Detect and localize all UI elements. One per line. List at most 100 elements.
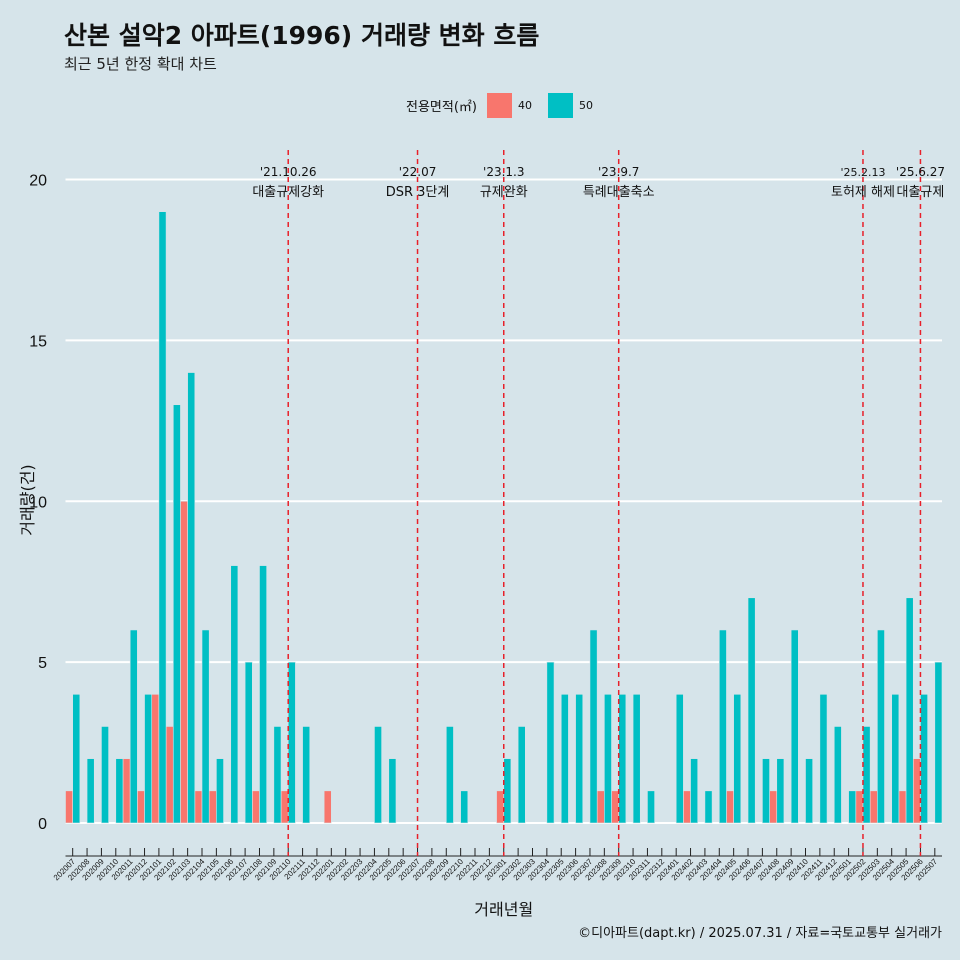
bar xyxy=(790,629,799,824)
bar xyxy=(675,693,684,824)
bar xyxy=(776,758,785,824)
bar xyxy=(647,790,655,824)
bar xyxy=(769,790,778,824)
legend-key-40 xyxy=(486,93,512,118)
bar xyxy=(388,758,397,824)
bar xyxy=(194,790,203,824)
chart-subtitle: 최근 5년 한정 확대 차트 xyxy=(64,55,217,73)
bar xyxy=(259,565,267,824)
y-tick-label: 15 xyxy=(29,333,47,350)
bar xyxy=(718,629,727,824)
legend-label-50: 50 xyxy=(578,99,593,112)
bar xyxy=(848,790,857,824)
bar xyxy=(496,790,505,824)
bar xyxy=(611,790,620,824)
event-date: '25.6.27 xyxy=(896,165,945,179)
event-label: 대출규제강화 xyxy=(252,185,324,200)
bar xyxy=(704,790,713,824)
bar xyxy=(230,565,239,824)
bar xyxy=(862,726,871,824)
event-date: '23.9.7 xyxy=(598,165,639,179)
bar xyxy=(747,597,756,824)
bar xyxy=(244,661,253,824)
bar xyxy=(208,790,217,824)
event-date: '23.1.3 xyxy=(483,165,524,179)
bar xyxy=(115,758,124,824)
event-label: 규제완화 xyxy=(480,185,528,200)
bar xyxy=(137,790,145,824)
bar xyxy=(323,790,332,824)
bar xyxy=(762,758,770,824)
bar xyxy=(445,726,454,824)
bar xyxy=(144,693,153,824)
event-label: 토허제 해제 xyxy=(831,185,895,200)
bar xyxy=(503,758,512,824)
legend: 전용면적(㎡) 40 50 xyxy=(406,93,609,118)
bar xyxy=(912,758,921,824)
bar xyxy=(833,726,842,824)
bar xyxy=(180,500,188,824)
bar xyxy=(905,597,914,824)
bar xyxy=(201,629,210,824)
bar xyxy=(101,726,109,824)
bar xyxy=(251,790,260,824)
bar xyxy=(560,693,569,824)
bar xyxy=(460,790,469,824)
bar xyxy=(733,693,742,824)
bar xyxy=(805,758,813,824)
y-tick-label: 10 xyxy=(29,494,47,511)
x-axis-title: 거래년월 xyxy=(474,900,533,919)
bar xyxy=(589,629,598,824)
bar xyxy=(517,726,526,824)
legend-label-40: 40 xyxy=(517,99,532,112)
bar xyxy=(618,693,627,824)
legend-title: 전용면적(㎡) xyxy=(406,100,477,115)
source-caption: ©디아파트(dapt.kr) / 2025.07.31 / 자료=국토교통부 실… xyxy=(578,926,942,941)
bar xyxy=(891,693,900,824)
bar xyxy=(165,726,174,824)
event-date: '25.2.13 xyxy=(840,166,885,179)
bar xyxy=(869,790,878,824)
bar xyxy=(273,726,282,824)
event-label: DSR 3단계 xyxy=(386,185,450,200)
bar xyxy=(158,211,167,824)
bar xyxy=(934,661,943,824)
bar xyxy=(287,661,296,824)
bar xyxy=(65,790,73,824)
bar xyxy=(187,372,196,824)
bar xyxy=(216,758,224,824)
y-tick-label: 5 xyxy=(38,655,47,672)
bar xyxy=(374,726,382,824)
bar xyxy=(302,726,311,824)
bar xyxy=(86,758,95,824)
legend-key-50 xyxy=(547,93,573,118)
bar xyxy=(819,693,828,824)
event-label: 대출규제 xyxy=(897,185,945,200)
bar xyxy=(596,790,605,824)
bar xyxy=(172,404,181,824)
bar xyxy=(877,629,885,824)
chart-title: 산본 설악2 아파트(1996) 거래량 변화 흐름 xyxy=(64,21,540,50)
bar xyxy=(920,693,928,824)
bar xyxy=(683,790,691,824)
bar xyxy=(632,693,641,824)
y-axis-title: 거래량(건) xyxy=(18,464,37,535)
bar xyxy=(280,790,289,824)
bar xyxy=(546,661,555,824)
bar xyxy=(726,790,734,824)
bar xyxy=(604,693,612,824)
event-date: '21.10.26 xyxy=(260,165,317,179)
y-tick-label: 20 xyxy=(29,173,47,190)
event-label: 특례대출축소 xyxy=(583,185,655,200)
event-date: '22.07 xyxy=(399,165,437,179)
bar xyxy=(129,629,138,824)
bar xyxy=(898,790,907,824)
bar xyxy=(690,758,699,824)
y-tick-label: 0 xyxy=(38,816,47,833)
bar xyxy=(575,693,584,824)
bar xyxy=(151,693,160,824)
bar xyxy=(72,693,81,824)
bar xyxy=(855,790,864,824)
bar xyxy=(122,758,131,824)
